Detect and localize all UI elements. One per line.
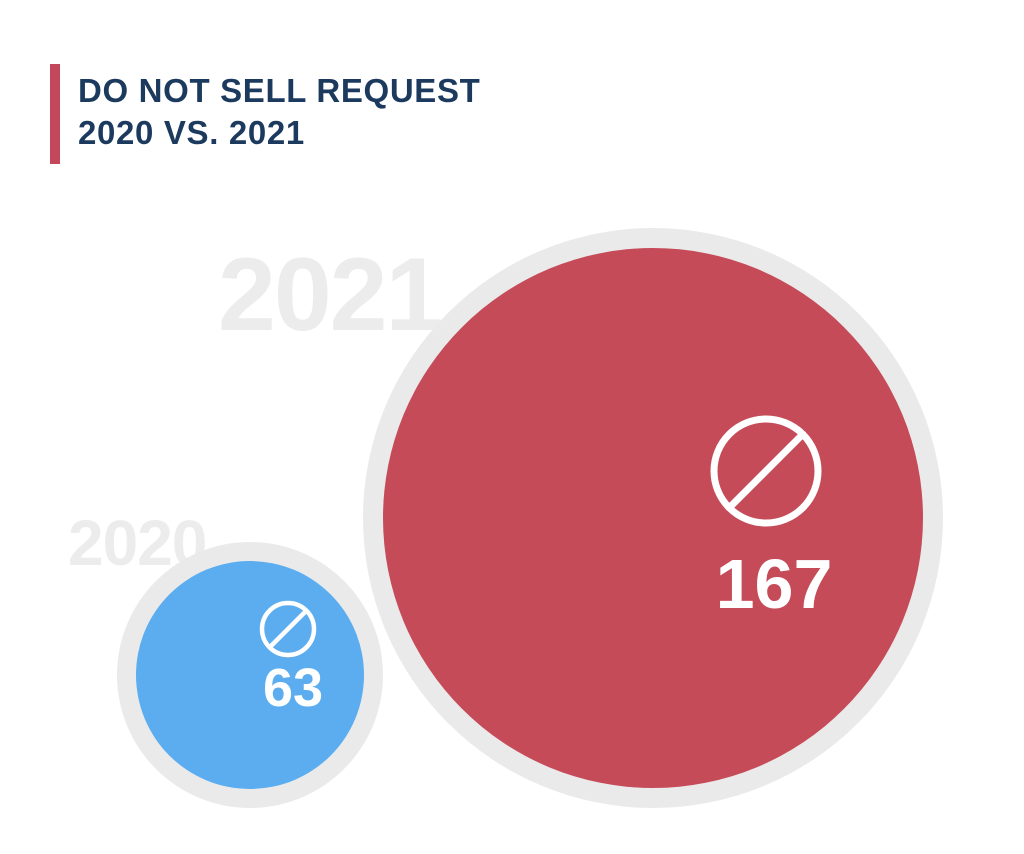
prohibition-icon-circle [259, 600, 317, 658]
prohibition-icon-circle [710, 415, 822, 527]
year-label-2021: 2021 [218, 237, 443, 353]
bubble-2020-value: 63 [262, 658, 324, 718]
prohibition-icon [259, 600, 317, 658]
bubble-2020: 63 [136, 561, 364, 789]
page-title-line1: DO NOT SELL REQUEST [78, 72, 481, 109]
title-accent-bar [50, 64, 60, 164]
prohibition-icon [710, 415, 822, 527]
page-title: DO NOT SELL REQUEST 2020 VS. 2021 [78, 70, 480, 154]
year-label-2020: 2020 [68, 507, 207, 579]
page-title-line2: 2020 VS. 2021 [78, 114, 305, 151]
bubble-2021: 167 [383, 248, 923, 788]
bubble-2021-value: 167 [715, 545, 833, 623]
prohibition-icon-slash [725, 430, 807, 512]
prohibition-icon-slash [267, 608, 309, 650]
